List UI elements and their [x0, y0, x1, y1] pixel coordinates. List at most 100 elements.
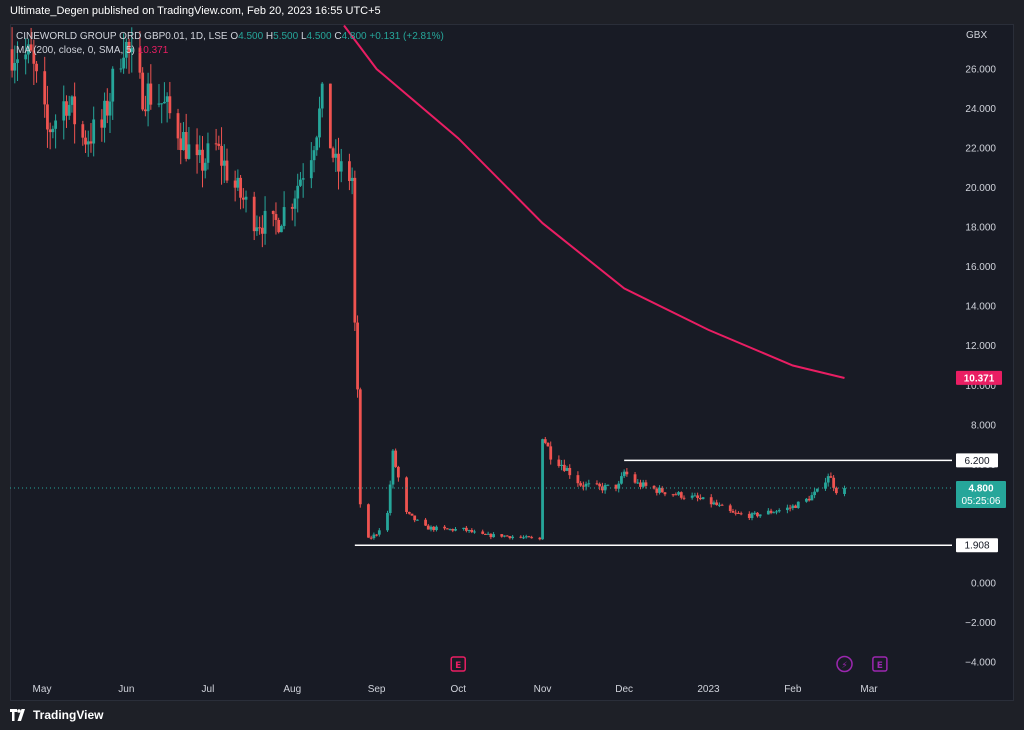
candle-body [13, 62, 17, 71]
y-tick-label: 18.000 [965, 223, 996, 234]
candle-body [644, 482, 648, 486]
candle-body [337, 153, 340, 172]
candle-body [693, 495, 697, 497]
candle-body [320, 83, 324, 109]
candle-body [758, 514, 762, 517]
candle-body [701, 497, 705, 500]
legend-h-label: H [265, 31, 274, 42]
split-event-icon [836, 655, 853, 673]
candle-body [737, 512, 740, 514]
x-tick-label: Dec [615, 684, 633, 695]
candle-body [508, 536, 512, 539]
candle-body [568, 467, 572, 476]
candle-body [756, 512, 759, 517]
candle-body [24, 54, 28, 60]
candle-body [312, 150, 316, 161]
candle-body [595, 483, 599, 485]
candle-body [293, 198, 297, 209]
candle-body [187, 144, 191, 159]
candle-body [89, 141, 93, 144]
candle-body [625, 471, 629, 475]
candle-body [149, 83, 153, 105]
last-price-badge [956, 481, 1006, 509]
candle-body [805, 498, 808, 502]
legend-o-value: 4.500 [238, 31, 264, 42]
candle-body [62, 101, 66, 121]
candle-body [530, 537, 534, 539]
candle-body [557, 459, 561, 466]
publish-text: Ultimate_Degen published on TradingView.… [10, 5, 381, 17]
x-tick-label: 2023 [697, 684, 720, 695]
candle-body [815, 488, 819, 492]
candle-body [720, 504, 724, 506]
candle-body [448, 529, 452, 531]
candle-body [84, 137, 87, 145]
candle-body [277, 219, 281, 233]
candle-body [51, 128, 55, 133]
candle-body [348, 161, 351, 182]
candle-body [10, 49, 14, 71]
candle-body [331, 148, 335, 158]
candle-body [165, 96, 169, 102]
candle-body [206, 143, 210, 163]
candle-body [663, 492, 667, 495]
level-badge-label: 6.200 [964, 456, 989, 467]
candle-body [239, 177, 242, 198]
earnings-event-icon [872, 656, 888, 672]
y-axis-currency: GBX [966, 30, 987, 41]
candle-body [813, 491, 816, 496]
candle-body [407, 511, 411, 514]
x-tick-label: Sep [368, 684, 386, 695]
candle-body [429, 526, 433, 530]
x-tick-label: Jun [118, 684, 134, 695]
x-tick-label: Nov [534, 684, 552, 695]
candle-body [236, 177, 240, 188]
candle-body [584, 483, 588, 487]
candle-body [435, 526, 438, 531]
last-price-label: 4.800 [968, 484, 993, 495]
candle-body [489, 533, 493, 538]
candle-body [260, 227, 264, 234]
candle-body [674, 494, 678, 496]
candle-body [369, 537, 373, 539]
candle-body [394, 450, 398, 467]
candle-body [538, 537, 542, 540]
candle-body [451, 529, 455, 531]
legend-change: +0.131 (+2.81%) [369, 31, 444, 42]
candle-body [750, 513, 754, 519]
candle-body [130, 48, 134, 52]
x-tick-label: Jul [202, 684, 215, 695]
candle-body [282, 207, 286, 226]
candle-body [86, 141, 90, 145]
y-tick-label: 22.000 [965, 144, 996, 155]
candle-body [46, 104, 49, 130]
y-tick-label: 14.000 [965, 302, 996, 313]
candle-body [639, 482, 642, 487]
candle-body [350, 177, 354, 182]
candle-body [671, 494, 675, 496]
candle-body [339, 161, 343, 172]
candle-body [484, 533, 487, 535]
candle-body [633, 474, 637, 483]
candle-body [182, 132, 185, 151]
candle-body [587, 483, 591, 485]
legend-symbol[interactable]: CINEWORLD GROUP ORD GBP0.01, 1D, LSE [16, 31, 228, 42]
price-chart[interactable]: GBX 26.000 24.000 22.000 20.000 18.000 16.000 1… [0, 0, 1024, 701]
candle-body [377, 530, 381, 535]
candle-body [73, 96, 77, 125]
candle-body [124, 41, 128, 58]
level-badge [956, 453, 998, 468]
candle-body [48, 129, 52, 133]
candle-body [122, 57, 126, 69]
candle-body [581, 485, 585, 487]
candle-body [443, 526, 447, 529]
tradingview-logo[interactable]: TradingView [10, 708, 103, 722]
candle-body [35, 63, 38, 72]
candle-body [54, 120, 58, 129]
candle-body [252, 196, 256, 232]
legend-c-label: C [334, 31, 342, 42]
candle-body [279, 225, 283, 233]
candle-body [222, 160, 226, 166]
legend-ma-label[interactable]: MA (200, close, 0, SMA, 5) [16, 45, 135, 56]
footer: TradingView [0, 701, 1024, 730]
